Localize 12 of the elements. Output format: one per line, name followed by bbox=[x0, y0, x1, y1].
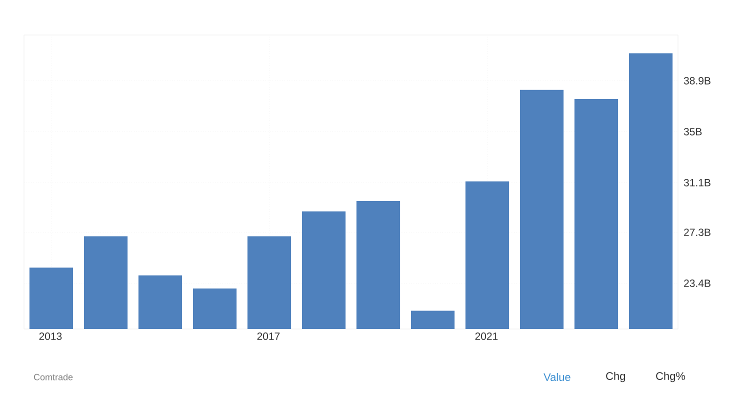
text: Chg bbox=[606, 372, 625, 382]
text: Value bbox=[544, 372, 570, 382]
text: Comtrade bbox=[34, 374, 73, 380]
y-tick-label: 27.3B bbox=[684, 228, 710, 236]
y-tick-label: 23.4B bbox=[684, 280, 710, 287]
x-tick-label: 2021 bbox=[475, 332, 498, 340]
y-tick-label: 35B bbox=[684, 128, 702, 136]
y-tick-label: 38.9B bbox=[684, 77, 710, 84]
y-tick-label: 31.1B bbox=[684, 178, 710, 186]
x-tick-label: 2017 bbox=[257, 332, 280, 340]
text: Chg% bbox=[656, 372, 686, 382]
x-tick-label: 2013 bbox=[39, 332, 62, 340]
